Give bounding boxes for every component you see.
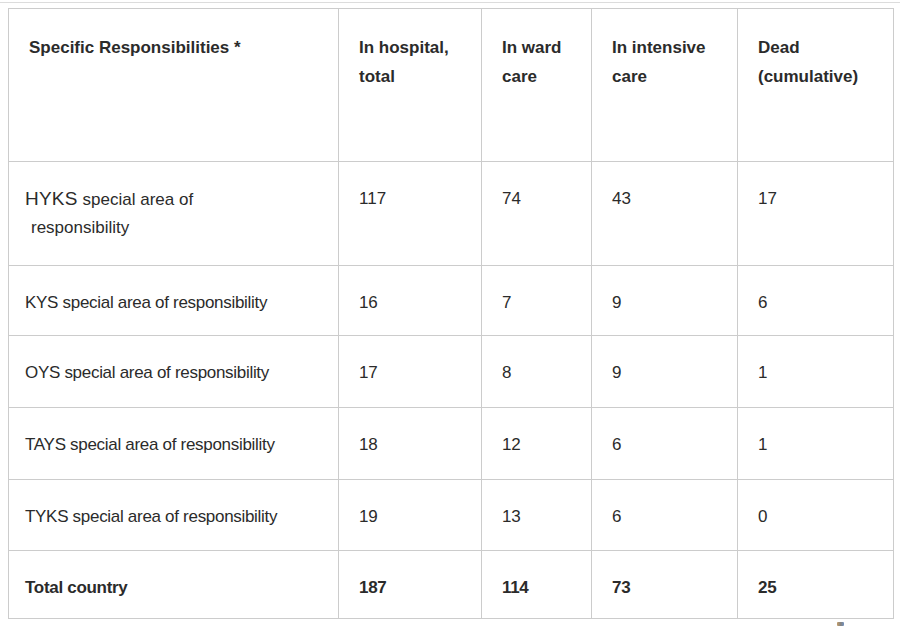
row-label-cell: HYKSspecial area of responsibility	[9, 162, 339, 266]
top-divider	[0, 2, 900, 3]
column-header-in-intensive-care: In intensive care	[592, 9, 738, 162]
cell-in-ward: 8	[482, 336, 592, 408]
cell-dead: 1	[738, 408, 894, 480]
cell-in-ward: 7	[482, 266, 592, 336]
cell-dead: 17	[738, 162, 894, 266]
table-row-total-country: Total country 187 114 73 25	[9, 551, 894, 619]
row-label-cell: Total country	[9, 551, 339, 619]
cell-in-hospital: 187	[339, 551, 482, 619]
column-header-specific-responsibilities: Specific Responsibilities *	[9, 9, 339, 162]
table-row-tays: TAYS special area of responsibility 18 1…	[9, 408, 894, 480]
cell-in-intensive: 9	[592, 336, 738, 408]
cell-in-ward: 13	[482, 480, 592, 551]
cell-in-hospital: 19	[339, 480, 482, 551]
cell-in-hospital: 18	[339, 408, 482, 480]
cell-in-hospital: 16	[339, 266, 482, 336]
row-acronym: HYKS	[25, 188, 78, 209]
column-header-in-ward-care: In ward care	[482, 9, 592, 162]
cell-in-hospital: 117	[339, 162, 482, 266]
cell-in-intensive: 9	[592, 266, 738, 336]
cell-in-intensive: 6	[592, 480, 738, 551]
table-row-hyks: HYKSspecial area of responsibility 117 7…	[9, 162, 894, 266]
cell-dead: 6	[738, 266, 894, 336]
column-header-dead-cumulative: Dead (cumulative)	[738, 9, 894, 162]
statistics-table: Specific Responsibilities * In hospital,…	[8, 8, 894, 619]
cell-in-hospital: 17	[339, 336, 482, 408]
row-label-cell: KYS special area of responsibility	[9, 266, 339, 336]
row-label-cell: TYKS special area of responsibility	[9, 480, 339, 551]
cell-in-ward: 12	[482, 408, 592, 480]
table-row-kys: KYS special area of responsibility 16 7 …	[9, 266, 894, 336]
table-row-tyks: TYKS special area of responsibility 19 1…	[9, 480, 894, 551]
cell-in-intensive: 73	[592, 551, 738, 619]
cell-in-intensive: 6	[592, 408, 738, 480]
cell-dead: 1	[738, 336, 894, 408]
cell-in-ward: 114	[482, 551, 592, 619]
cell-in-ward: 74	[482, 162, 592, 266]
cell-in-intensive: 43	[592, 162, 738, 266]
table-row-oys: OYS special area of responsibility 17 8 …	[9, 336, 894, 408]
cell-dead: 0	[738, 480, 894, 551]
cell-dead: 25	[738, 551, 894, 619]
header-row: Specific Responsibilities * In hospital,…	[9, 9, 894, 162]
cutoff-text-artifact	[837, 622, 844, 626]
column-header-in-hospital-total: In hospital, total	[339, 9, 482, 162]
row-label-cell: TAYS special area of responsibility	[9, 408, 339, 480]
row-label-cell: OYS special area of responsibility	[9, 336, 339, 408]
